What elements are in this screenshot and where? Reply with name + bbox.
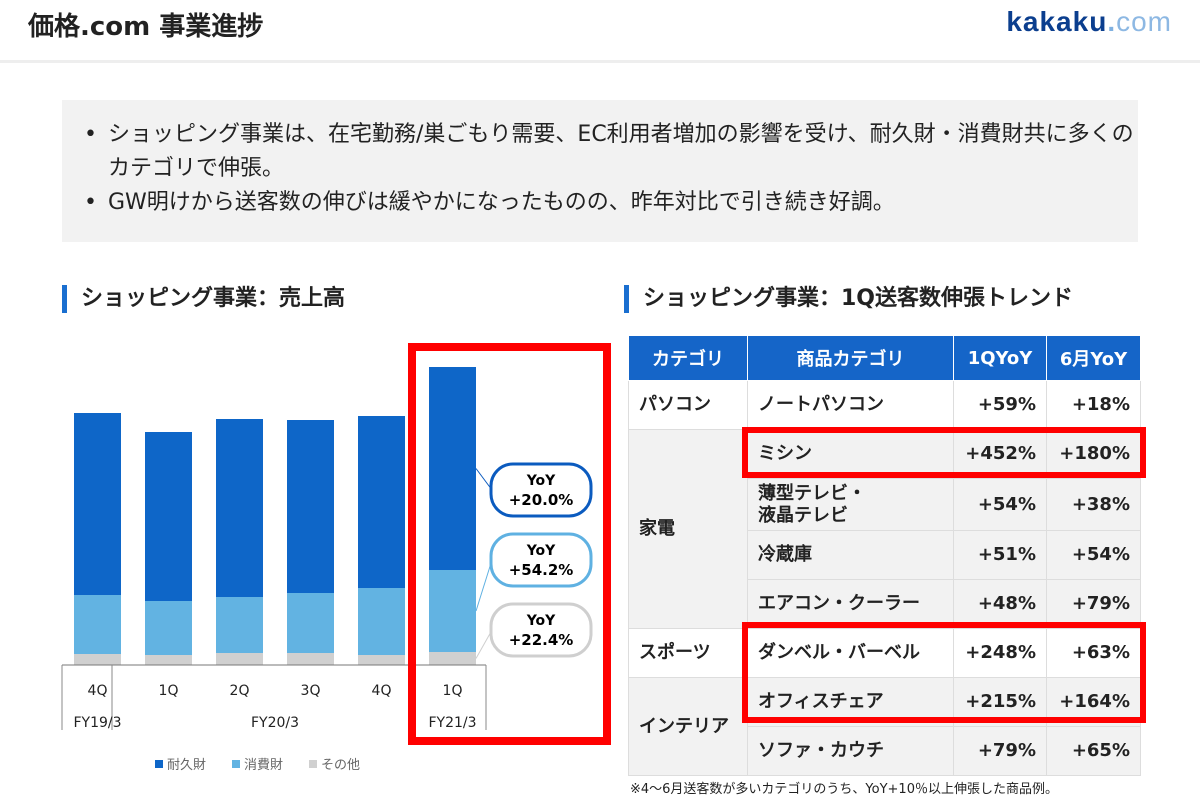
header-divider — [0, 60, 1200, 63]
highlight-box — [408, 343, 611, 745]
june-yoy-cell: +38% — [1046, 478, 1141, 531]
june-yoy-cell: +63% — [1046, 628, 1141, 678]
bar-segment — [216, 419, 263, 597]
bar-segment — [74, 595, 121, 654]
callout-line — [475, 559, 493, 612]
yoy-value: +22.4% — [509, 631, 574, 649]
product-cell: 薄型テレビ・ 液晶テレビ — [747, 478, 954, 531]
sales-section-title: ショッピング事業：売上高 — [62, 285, 345, 313]
table-row: 薄型テレビ・ 液晶テレビ +54% +38% — [629, 478, 1141, 531]
legend-swatch — [309, 760, 317, 768]
x-tick-label: 2Q — [230, 683, 250, 699]
yoy-callout — [489, 532, 593, 588]
product-cell: ミシン — [747, 429, 954, 479]
bar-segment — [145, 655, 192, 665]
callout-line — [475, 468, 493, 491]
bar-segment — [74, 413, 121, 595]
yoy-value: +54.2% — [509, 561, 574, 579]
category-cell: スポーツ — [628, 628, 748, 678]
bar-segment — [358, 655, 405, 665]
highlight-box — [742, 622, 1146, 723]
category-cell: インテリア — [628, 677, 748, 776]
legend-swatch — [155, 760, 163, 768]
trend-section-title: ショッピング事業：1Q送客数伸張トレンド — [624, 285, 1073, 313]
bar-segment — [287, 420, 334, 593]
q1-yoy-cell: +59% — [953, 380, 1047, 430]
col-header: 1QYoY — [953, 335, 1047, 381]
bar-segment — [358, 416, 405, 588]
table-row: パソコン ノートパソコン +59% +18% — [628, 380, 1141, 430]
yoy-callout — [489, 462, 593, 518]
table-row: スポーツ ダンベル・バーベル +248% +63% — [628, 628, 1141, 678]
yoy-value: +20.0% — [509, 491, 574, 509]
col-header: 商品カテゴリ — [747, 335, 954, 381]
yoy-callout — [489, 602, 593, 658]
bar-segment — [216, 597, 263, 653]
callout-line — [475, 629, 493, 659]
yoy-label: YoY — [526, 473, 556, 489]
june-yoy-cell: +18% — [1046, 380, 1141, 430]
june-yoy-cell: +180% — [1046, 429, 1141, 479]
bar-segment — [287, 593, 334, 653]
summary-bullet: GW明けから送客数の伸びは緩やかになったものの、昨年対比で引き続き好調。 — [84, 186, 1138, 220]
bar-segment — [287, 653, 334, 665]
table-row: ソファ・カウチ +79% +65% — [629, 726, 1141, 776]
bar-segment — [429, 367, 476, 570]
bar-segment — [429, 652, 476, 665]
table-row: 家電 ミシン +452% +180% — [628, 429, 1141, 629]
legend-swatch — [232, 760, 240, 768]
summary-box: ショッピング事業は、在宅勤務/巣ごもり需要、EC利用者増加の影響を受け、耐久財・… — [62, 100, 1138, 242]
june-yoy-cell: +65% — [1046, 726, 1141, 776]
category-cell: 家電 — [628, 429, 748, 629]
yoy-label: YoY — [526, 543, 556, 559]
category-cell: パソコン — [628, 380, 748, 430]
page-title: 価格.com 事業進捗 — [28, 12, 264, 42]
x-tick-label: 4Q — [88, 683, 108, 699]
x-tick-label: 4Q — [372, 683, 392, 699]
bar-segment — [145, 432, 192, 601]
table-row: エアコン・クーラー +48% +79% — [629, 579, 1141, 629]
legend-label: 耐久財 — [167, 758, 206, 773]
q1-yoy-cell: +54% — [953, 478, 1047, 531]
bar-segment — [358, 588, 405, 655]
group-label: FY20/3 — [251, 715, 299, 731]
x-tick-label: 3Q — [301, 683, 321, 699]
table-footnote: ※4～6月送客数が多いカテゴリのうち、YoY+10％以上伸張した商品例。 — [630, 782, 1058, 797]
col-header: カテゴリ — [628, 335, 748, 381]
q1-yoy-cell: +79% — [953, 726, 1047, 776]
group-label: FY21/3 — [428, 715, 476, 731]
yoy-label: YoY — [526, 613, 556, 629]
q1-yoy-cell: +248% — [953, 628, 1047, 678]
product-cell: ダンベル・バーベル — [747, 628, 954, 678]
product-cell: ソファ・カウチ — [747, 726, 954, 776]
product-cell: エアコン・クーラー — [747, 579, 954, 629]
x-tick-label: 1Q — [159, 683, 179, 699]
col-header: 6月YoY — [1046, 335, 1141, 381]
sales-chart: 4Q 1Q 2Q 3Q 4Q 1Q FY19/3 FY20/3 FY21/3 YoY +20.0% Y… — [61, 367, 593, 773]
bar-segment — [74, 654, 121, 665]
x-tick-label: 1Q — [443, 683, 463, 699]
june-yoy-cell: +79% — [1046, 579, 1141, 629]
product-cell: 冷蔵庫 — [747, 530, 954, 580]
kakaku-logo: kakaku.com — [1006, 6, 1172, 37]
bar-segment — [145, 601, 192, 655]
q1-yoy-cell: +51% — [953, 530, 1047, 580]
table-row: 冷蔵庫 +51% +54% — [629, 530, 1141, 580]
summary-bullet: ショッピング事業は、在宅勤務/巣ごもり需要、EC利用者増加の影響を受け、耐久財・… — [84, 118, 1138, 186]
bar-segment — [429, 570, 476, 652]
highlight-box — [742, 427, 1146, 478]
bar-segment — [216, 653, 263, 665]
group-label: FY19/3 — [73, 715, 121, 731]
legend-label: その他 — [321, 758, 360, 773]
product-cell: ノートパソコン — [747, 380, 954, 430]
legend-label: 消費財 — [244, 758, 283, 773]
june-yoy-cell: +54% — [1046, 530, 1141, 580]
